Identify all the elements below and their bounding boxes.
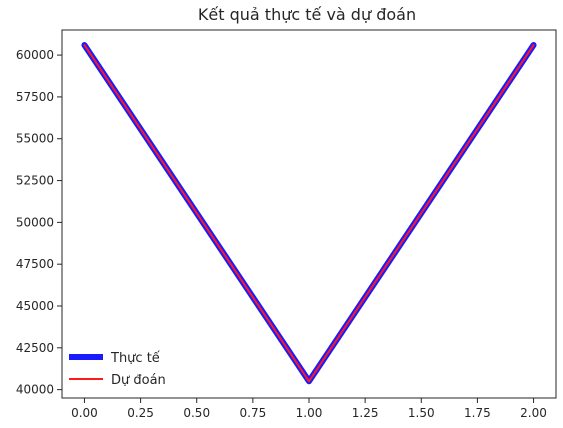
x-tick-label: 2.00 bbox=[520, 406, 547, 420]
legend-label: Thực tế bbox=[110, 351, 160, 366]
x-tick-label: 0.25 bbox=[127, 406, 154, 420]
y-tick-label: 40000 bbox=[16, 383, 54, 397]
y-tick-label: 55000 bbox=[16, 132, 54, 146]
series-line-actual bbox=[81, 42, 537, 385]
y-tick-label: 57500 bbox=[16, 90, 54, 104]
x-tick-label: 1.25 bbox=[352, 406, 379, 420]
legend: Thực tế Dự đoán bbox=[65, 342, 177, 392]
y-tick-label: 60000 bbox=[16, 48, 54, 62]
y-tick-label: 45000 bbox=[16, 299, 54, 313]
x-tick-label: 1.00 bbox=[296, 406, 323, 420]
x-tick-label: 0.75 bbox=[240, 406, 267, 420]
legend-label: Dự đoán bbox=[111, 373, 166, 388]
x-tick-label: 0.00 bbox=[71, 406, 98, 420]
y-tick-label: 50000 bbox=[16, 215, 54, 229]
series-line-predicted bbox=[83, 44, 535, 383]
x-tick-label: 0.50 bbox=[183, 406, 210, 420]
y-tick-label: 42500 bbox=[16, 341, 54, 355]
x-tick-label: 1.75 bbox=[464, 406, 491, 420]
chart-title: Kết quả thực tế và dự đoán bbox=[198, 5, 416, 24]
y-tick-label: 52500 bbox=[16, 174, 54, 188]
y-tick-label: 47500 bbox=[16, 257, 54, 271]
x-tick-label: 1.50 bbox=[408, 406, 435, 420]
